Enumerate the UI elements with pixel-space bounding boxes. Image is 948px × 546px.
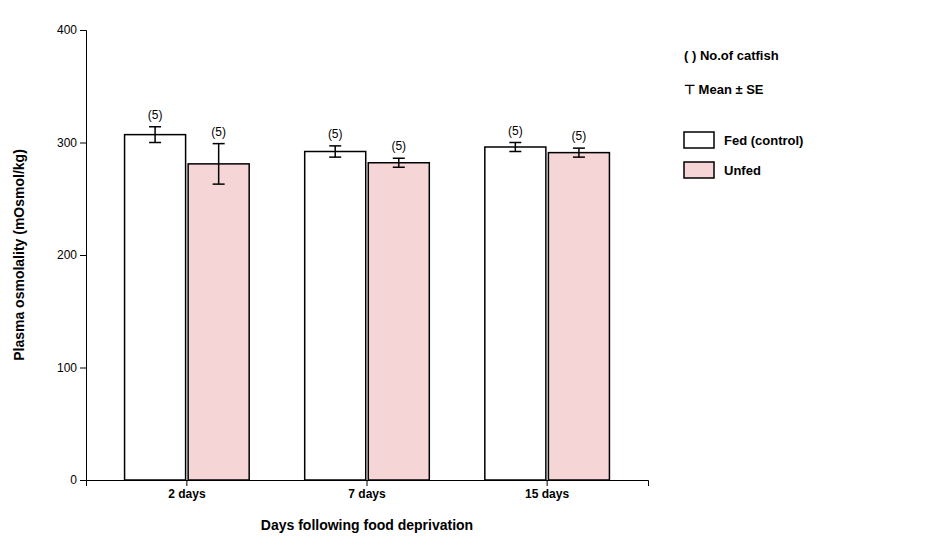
error-cap [149,142,161,144]
y-tick-mark [80,255,86,256]
count-label: (5) [508,124,523,138]
error-cap [329,145,341,147]
plot: 01002003004002 days7 days15 days(5)(5)(5… [57,23,649,500]
error-stem [334,146,336,157]
y-axis-title: Plasma osmolality (mOsmol/kg) [11,149,27,361]
error-cap [573,147,585,149]
count-label: (5) [148,108,163,122]
legend-item: Unfed [684,162,761,178]
bar [368,163,429,480]
error-cap [213,183,225,185]
error-bar [213,144,225,185]
count-label: (5) [328,127,343,141]
y-axis-line [80,31,87,481]
error-cap [393,167,405,169]
note: ⊤ Mean ± SE [684,82,764,97]
legend-label: Fed (control) [724,133,803,148]
y-tick-label: 300 [57,136,77,150]
bar [548,153,609,480]
count-label: (5) [391,139,406,153]
error-stem [218,144,220,185]
x-tick-label: 15 days [525,487,569,501]
legend-item: Fed (control) [684,132,803,148]
error-stem [515,143,517,152]
legend: Fed (control) Unfed [684,132,803,178]
error-cap [393,158,405,160]
x-tick-mark [186,480,187,486]
error-stem [154,127,156,143]
y-tick: 200 [57,248,86,262]
x-tick: 7 days [348,480,386,501]
bar [188,164,249,480]
error-cap [509,142,521,144]
error-bar [329,146,341,157]
y-tick-label: 100 [57,361,77,375]
y-tick-mark [80,143,86,144]
error-bar [393,158,405,167]
y-tick-mark [80,480,86,481]
x-tick: 15 days [525,480,569,501]
error-cap [149,126,161,128]
bar [125,135,186,480]
y-tick: 400 [57,23,86,37]
count-labels: (5) (5) (5) (5) (5) (5) [148,108,587,154]
bar [305,152,366,481]
x-tick-mark [367,480,368,486]
error-cap [509,151,521,153]
y-tick: 0 [70,473,86,487]
count-label: (5) [211,125,226,139]
note: ( ) No.of catfish [684,48,779,63]
error-stem [398,158,400,167]
legend-swatch [684,162,714,178]
error-bar [149,127,161,143]
error-stem [578,148,580,157]
x-tick-label: 7 days [348,487,386,501]
bar [485,147,546,480]
error-cap [213,143,225,145]
legend-label: Unfed [724,163,761,178]
x-tick-mark [547,480,548,486]
y-tick-label: 0 [70,473,77,487]
marks [125,127,610,480]
error-bar [573,148,585,157]
series [125,127,546,480]
count-label: (5) [572,129,587,143]
y-tick-mark [80,30,86,31]
legend-swatch [684,132,714,148]
error-cap [329,156,341,158]
x-axis: 2 days 7 days 15 days [87,480,649,501]
x-axis-line [87,481,649,487]
error-bar [509,143,521,152]
y-tick-label: 200 [57,248,77,262]
chart: 01002003004002 days7 days15 days(5)(5)(5… [0,0,948,546]
y-tick: 300 [57,136,86,150]
y-tick-mark [80,368,86,369]
x-tick: 2 days [168,480,206,501]
side-panel: ( ) No.of catfish ⊤ Mean ± SE Fed (control… [684,48,803,178]
y-tick: 100 [57,361,86,375]
x-axis-title: Days following food deprivation [261,517,473,533]
x-tick-label: 2 days [168,487,206,501]
error-cap [573,156,585,158]
y-tick-label: 400 [57,23,77,37]
y-axis: 0 100 200 300 400 [57,23,87,487]
series [188,144,609,480]
